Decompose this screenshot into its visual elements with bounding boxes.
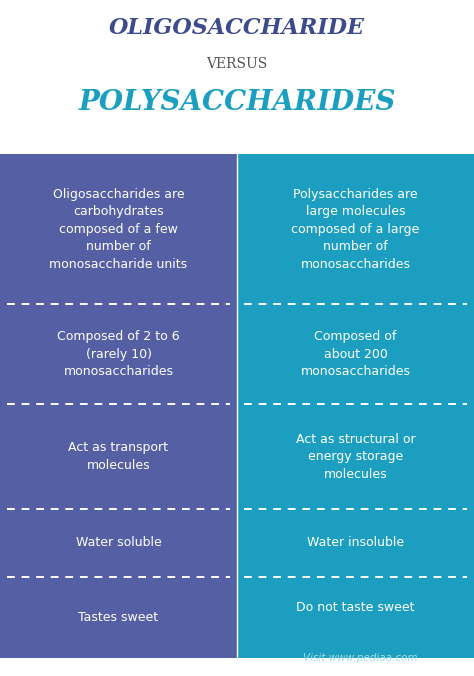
Bar bbox=[0, 577, 237, 658]
Bar bbox=[0, 154, 237, 304]
Text: Act as transport
molecules: Act as transport molecules bbox=[69, 441, 168, 472]
Bar bbox=[0, 404, 237, 509]
Text: VERSUS: VERSUS bbox=[206, 57, 268, 71]
Text: Oligosaccharides are
carbohydrates
composed of a few
number of
monosaccharide un: Oligosaccharides are carbohydrates compo… bbox=[49, 188, 188, 270]
Text: OLIGOSACCHARIDE: OLIGOSACCHARIDE bbox=[109, 18, 365, 39]
Bar bbox=[0, 304, 237, 404]
Text: Tastes sweet: Tastes sweet bbox=[78, 610, 159, 624]
Text: Water soluble: Water soluble bbox=[76, 536, 161, 550]
Text: Visit www.pediaa.com: Visit www.pediaa.com bbox=[303, 653, 418, 663]
Text: Do not taste sweet: Do not taste sweet bbox=[296, 601, 415, 614]
Text: Polysaccharides are
large molecules
composed of a large
number of
monosaccharide: Polysaccharides are large molecules comp… bbox=[292, 188, 419, 270]
Text: Composed of
about 200
monosaccharides: Composed of about 200 monosaccharides bbox=[301, 330, 410, 379]
Text: Composed of 2 to 6
(rarely 10)
monosaccharides: Composed of 2 to 6 (rarely 10) monosacch… bbox=[57, 330, 180, 379]
Bar bbox=[237, 404, 474, 509]
Bar bbox=[237, 509, 474, 577]
Text: POLYSACCHARIDES: POLYSACCHARIDES bbox=[78, 89, 396, 116]
Bar bbox=[237, 577, 474, 658]
Bar bbox=[237, 304, 474, 404]
Bar bbox=[237, 154, 474, 304]
Bar bbox=[0, 509, 237, 577]
Text: Water insoluble: Water insoluble bbox=[307, 536, 404, 550]
Text: Act as structural or
energy storage
molecules: Act as structural or energy storage mole… bbox=[296, 433, 415, 481]
